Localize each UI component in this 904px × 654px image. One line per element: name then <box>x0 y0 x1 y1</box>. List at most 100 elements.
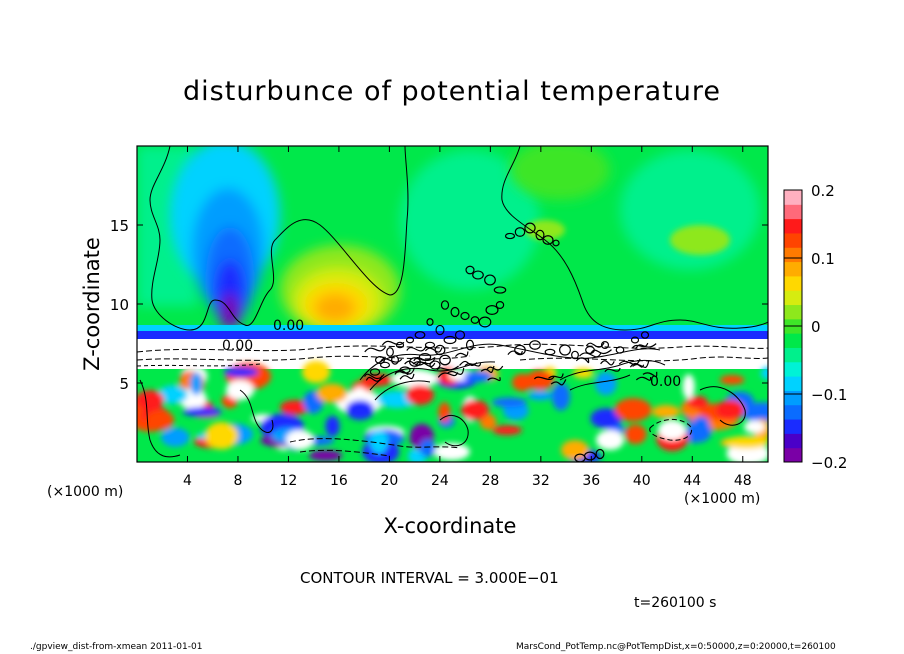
contour-squiggle <box>486 365 504 371</box>
colorbar-segment <box>784 290 802 306</box>
colorbar-segment <box>784 204 802 220</box>
colorbar-tick-label: −0.1 <box>811 386 847 404</box>
turbulence-blob <box>526 370 554 390</box>
x-tick-label: 44 <box>683 473 701 489</box>
contour-squiggle <box>424 347 443 353</box>
contour-ring <box>429 360 441 370</box>
x-tick-label: 40 <box>633 473 651 489</box>
contour-ring <box>435 324 445 336</box>
contour-squiggle <box>437 372 459 378</box>
contour-ring <box>472 270 484 280</box>
colorbar-segment <box>784 333 802 348</box>
x-tick-label: 20 <box>380 473 398 489</box>
contour-ring <box>514 227 526 237</box>
turbulence-blob <box>182 407 222 417</box>
x-unit-left: (×1000 m) <box>47 484 124 500</box>
turbulence-blob <box>716 400 744 420</box>
contour-ring <box>391 355 399 365</box>
turbulence-blob <box>551 382 571 411</box>
footer-left: ./gpview_dist-from-xmean 2011-01-01 <box>30 642 203 652</box>
contour-squiggle <box>415 361 436 368</box>
contour-squiggle <box>394 369 409 376</box>
turbulence-blob <box>596 430 624 450</box>
contour-ring <box>405 336 415 344</box>
contour-ring <box>454 330 466 340</box>
colorbar-segment <box>784 218 802 234</box>
contour-squiggle <box>399 373 415 380</box>
turbulence-blob <box>308 450 343 461</box>
contour-ring <box>470 316 480 324</box>
colorbar-tick-label: 0.1 <box>811 250 835 268</box>
contour-squiggle <box>533 376 555 381</box>
turbulence-blob <box>492 397 527 408</box>
contour-ring <box>493 286 507 294</box>
turbulence-blob <box>479 414 497 430</box>
turbulence-blob <box>463 371 493 383</box>
contour-squiggle <box>413 356 436 362</box>
contour-ring <box>426 318 434 326</box>
turbulence-blob <box>614 398 652 422</box>
x-tick-label: 32 <box>532 473 550 489</box>
contour-label: 0.00 <box>222 338 253 354</box>
turbulence-blob <box>325 415 340 437</box>
turbulence-blob <box>594 371 617 396</box>
contour-squiggle <box>459 360 478 366</box>
contour-ring <box>369 368 381 376</box>
contour-ring <box>395 341 405 349</box>
contour-ring <box>640 331 650 339</box>
turbulence-blob <box>190 372 203 396</box>
colorbar-segment <box>784 304 802 320</box>
colorbar-segment <box>784 447 802 463</box>
x-tick-label: 8 <box>233 473 242 489</box>
x-tick-label: 12 <box>280 473 298 489</box>
contour-ring <box>440 300 450 310</box>
turbulence-blob <box>157 385 188 404</box>
y-tick-label: 15 <box>110 217 129 235</box>
x-axis-label: X-coordinate <box>383 514 517 538</box>
turbulence-blob <box>419 439 436 458</box>
contour-label: 0.00 <box>273 318 304 334</box>
contour-ring <box>571 350 579 360</box>
y-axis: 5 10 15 <box>110 217 768 393</box>
contour-squiggle <box>480 365 495 374</box>
turbulence-blob <box>723 435 768 449</box>
contour-ring <box>542 235 554 245</box>
contour-squiggle <box>635 343 657 350</box>
contour-ring <box>484 274 496 286</box>
contour-ring <box>465 339 475 351</box>
contour-squiggle <box>642 371 658 378</box>
contour-ring <box>485 304 499 316</box>
time-label: t=260100 s <box>634 595 717 611</box>
turbulence-blob <box>492 425 522 436</box>
contour-squiggle <box>380 358 403 363</box>
contour-ring <box>583 451 597 461</box>
colorbar-segment <box>784 433 802 449</box>
contour-squiggle <box>454 351 469 358</box>
y-axis-label: Z-coordinate <box>80 237 104 371</box>
contour-squiggle <box>550 379 567 386</box>
contour-ring <box>595 448 605 460</box>
turbulence-blob <box>658 420 686 440</box>
contour-rings <box>364 222 658 462</box>
x-tick-label: 48 <box>734 473 752 489</box>
contour-squiggle <box>507 350 523 356</box>
contour-squiggle <box>632 360 650 369</box>
contour-squiggle <box>406 345 427 352</box>
turbulence-blob <box>406 385 434 405</box>
turbulence-blob <box>686 419 712 443</box>
contour-squiggle <box>365 375 383 382</box>
turbulence-blob <box>719 375 745 385</box>
x-tick-label: 28 <box>481 473 499 489</box>
colorbar-segment <box>784 404 802 420</box>
x-tick-label: 16 <box>330 473 348 489</box>
chart-title: disturbunce of potential temperature <box>183 76 721 107</box>
turbulence-blob <box>146 410 174 430</box>
contour-ring <box>535 229 545 241</box>
footer-right: MarsCond_PotTemp.nc@PotTempDist,x=0:5000… <box>516 642 836 652</box>
turbulence-blob <box>438 402 451 423</box>
contour-ring <box>460 311 470 321</box>
contour-squiggle <box>589 349 612 355</box>
turbulence-blob <box>369 429 389 454</box>
colorbar-segment <box>784 232 802 248</box>
